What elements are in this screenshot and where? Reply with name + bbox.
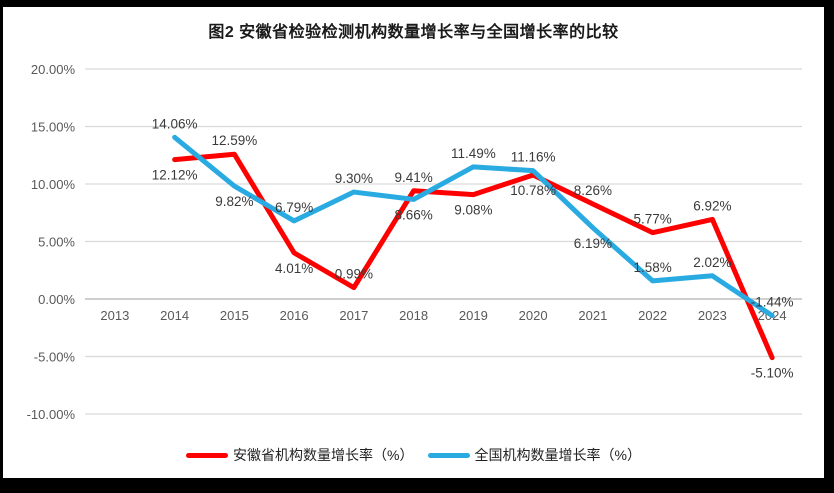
legend-item-national: 全国机构数量增长率（%） xyxy=(427,445,641,465)
legend-label-national: 全国机构数量增长率（%） xyxy=(474,447,641,463)
svg-text:2014: 2014 xyxy=(160,308,189,323)
svg-text:2013: 2013 xyxy=(100,308,129,323)
svg-text:14.06%: 14.06% xyxy=(152,116,198,131)
svg-text:6.79%: 6.79% xyxy=(275,200,313,215)
svg-text:11.16%: 11.16% xyxy=(511,150,556,165)
svg-text:10.78%: 10.78% xyxy=(510,183,556,198)
svg-text:12.12%: 12.12% xyxy=(152,168,198,183)
svg-text:5.00%: 5.00% xyxy=(38,235,75,250)
legend-label-anhui: 安徽省机构数量增长率（%） xyxy=(233,447,414,463)
chart-title: 图2 安徽省检验检测机构数量增长率与全国增长率的比较 xyxy=(208,24,619,41)
svg-text:2.02%: 2.02% xyxy=(693,255,731,270)
svg-text:9.41%: 9.41% xyxy=(394,170,432,185)
svg-text:2018: 2018 xyxy=(399,308,428,323)
svg-text:2022: 2022 xyxy=(638,308,667,323)
svg-text:10.00%: 10.00% xyxy=(31,177,76,192)
svg-text:8.66%: 8.66% xyxy=(394,207,432,222)
svg-text:2017: 2017 xyxy=(339,308,368,323)
svg-text:2023: 2023 xyxy=(698,308,727,323)
svg-text:20.00%: 20.00% xyxy=(31,62,76,77)
svg-text:6.19%: 6.19% xyxy=(574,236,612,251)
svg-text:-5.10%: -5.10% xyxy=(751,366,794,381)
svg-text:2020: 2020 xyxy=(519,308,548,323)
svg-text:15.00%: 15.00% xyxy=(31,120,76,135)
svg-text:6.92%: 6.92% xyxy=(693,198,731,213)
legend-item-anhui: 安徽省机构数量增长率（%） xyxy=(186,445,414,465)
svg-text:12.59%: 12.59% xyxy=(211,133,257,148)
svg-text:0.99%: 0.99% xyxy=(335,267,373,282)
svg-text:1.58%: 1.58% xyxy=(633,260,671,275)
svg-text:2021: 2021 xyxy=(578,308,607,323)
svg-text:11.49%: 11.49% xyxy=(451,146,496,161)
svg-text:4.01%: 4.01% xyxy=(275,261,313,276)
svg-text:-5.00%: -5.00% xyxy=(34,350,76,365)
svg-text:2019: 2019 xyxy=(459,308,488,323)
legend-swatch-anhui-line xyxy=(186,452,229,458)
legend-swatch-national-line xyxy=(427,452,470,458)
chart-canvas: 图2 安徽省检验检测机构数量增长率与全国增长率的比较 20.00% 15.00% 1… xyxy=(3,7,824,478)
svg-text:9.30%: 9.30% xyxy=(335,171,373,186)
svg-text:2015: 2015 xyxy=(220,308,249,323)
line-chart-plot-area: 20.00% 15.00% 10.00% 5.00% 0.00% -5.00% -10.00… xyxy=(27,62,802,422)
svg-text:0.00%: 0.00% xyxy=(38,292,75,307)
svg-text:-1.44%: -1.44% xyxy=(751,295,794,310)
svg-text:9.82%: 9.82% xyxy=(215,194,253,209)
svg-text:8.26%: 8.26% xyxy=(574,183,612,198)
svg-text:5.77%: 5.77% xyxy=(633,212,671,227)
svg-text:-10.00%: -10.00% xyxy=(27,407,76,422)
legend: 安徽省机构数量增长率（%） 全国机构数量增长率（%） xyxy=(3,445,824,465)
svg-text:9.08%: 9.08% xyxy=(454,203,492,218)
svg-text:2016: 2016 xyxy=(280,308,309,323)
